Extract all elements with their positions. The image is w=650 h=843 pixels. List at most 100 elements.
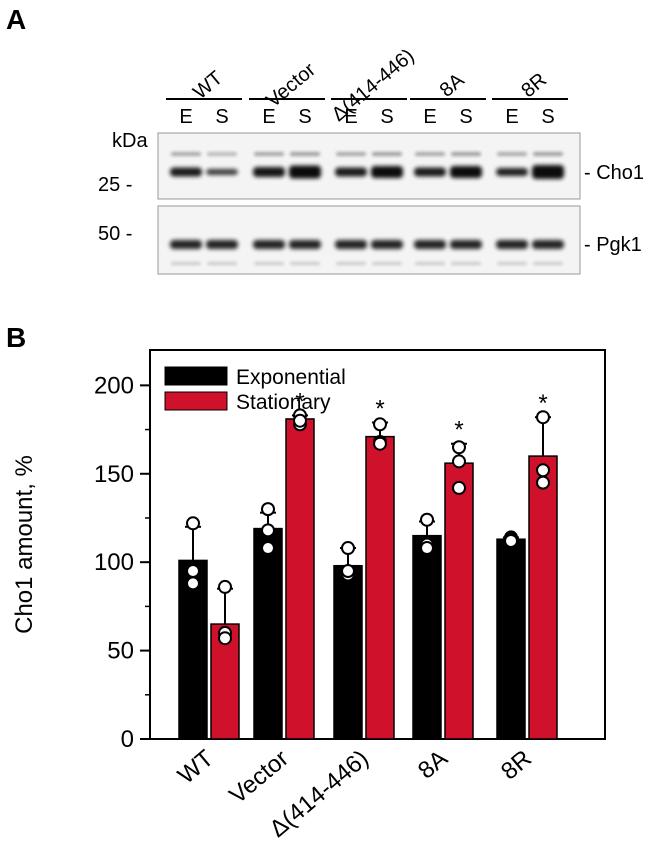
legend-swatch bbox=[164, 391, 228, 411]
pgk1-band bbox=[253, 240, 285, 249]
y-tick-label: 100 bbox=[94, 549, 134, 576]
data-point bbox=[261, 523, 275, 538]
data-point bbox=[341, 564, 355, 579]
bar-exponential bbox=[253, 527, 283, 740]
data-point bbox=[452, 440, 466, 455]
y-tick-label: 150 bbox=[94, 461, 134, 488]
data-point bbox=[504, 533, 518, 548]
cho1-band bbox=[450, 166, 482, 178]
significance-marker: * bbox=[375, 395, 384, 422]
blot-bands bbox=[170, 152, 564, 265]
cho1-upper-band bbox=[451, 152, 481, 156]
cho1-band bbox=[289, 165, 321, 179]
pgk1-band bbox=[450, 240, 482, 249]
lane-label-s: S bbox=[215, 106, 228, 128]
pgk1-lower-band bbox=[415, 262, 445, 265]
x-category-label: WT bbox=[173, 745, 219, 790]
significance-marker: * bbox=[295, 388, 304, 415]
lane-label-e: E bbox=[262, 106, 275, 128]
significance-marker: * bbox=[454, 417, 463, 444]
pgk1-lower-band bbox=[533, 262, 563, 265]
data-point bbox=[536, 475, 550, 490]
marker-50-label: 50 - bbox=[98, 223, 132, 245]
blot-group-label: Vector bbox=[262, 59, 320, 113]
cho1-band bbox=[335, 167, 367, 177]
pgk1-band bbox=[206, 240, 238, 249]
panel-a-label: A bbox=[6, 4, 27, 35]
x-category-label: 8R bbox=[496, 745, 537, 785]
bar-exponential bbox=[412, 534, 442, 740]
pgk1-band bbox=[414, 240, 446, 249]
legend-swatch bbox=[164, 366, 228, 386]
marker-25-label: 25 - bbox=[98, 174, 132, 196]
bars: * * * * bbox=[178, 388, 558, 740]
panel-b-label: B bbox=[6, 322, 27, 353]
cho1-band bbox=[253, 167, 285, 177]
data-point bbox=[261, 502, 275, 517]
bar-exponential bbox=[333, 564, 363, 740]
data-point bbox=[420, 541, 434, 556]
pgk1-band bbox=[335, 240, 367, 249]
cho1-band-label: - Cho1 bbox=[584, 162, 644, 184]
data-point bbox=[536, 410, 550, 425]
pgk1-band-label: - Pgk1 bbox=[584, 234, 642, 256]
blot-group-labels: WT Vector Δ(414-446) 8A 8R bbox=[189, 45, 551, 126]
data-point bbox=[218, 579, 232, 594]
cho1-blot bbox=[157, 132, 581, 200]
significance-marker: * bbox=[538, 390, 547, 417]
legend-label: Exponential bbox=[236, 366, 346, 389]
cho1-upper-band bbox=[372, 152, 402, 156]
lane-label-s: S bbox=[380, 106, 393, 128]
cho1-band bbox=[371, 166, 403, 178]
data-point bbox=[373, 417, 387, 432]
blot-group-label: 8R bbox=[517, 69, 551, 102]
y-tick-label: 0 bbox=[121, 726, 134, 753]
x-category-label: 8A bbox=[413, 745, 453, 785]
cho1-upper-band bbox=[171, 152, 201, 156]
data-point bbox=[186, 516, 200, 531]
lane-label-e: E bbox=[423, 106, 436, 128]
pgk1-lower-band bbox=[171, 262, 201, 265]
bar-stationary bbox=[444, 462, 474, 740]
bar-stationary bbox=[285, 418, 315, 740]
lane-label-e: E bbox=[505, 106, 518, 128]
pgk1-band bbox=[496, 240, 528, 249]
pgk1-lower-band bbox=[254, 262, 284, 265]
y-tick-label: 50 bbox=[107, 638, 134, 665]
cho1-upper-band bbox=[497, 152, 527, 156]
kda-label: kDa bbox=[112, 130, 148, 152]
pgk1-band bbox=[289, 240, 321, 249]
data-point bbox=[373, 436, 387, 451]
cho1-upper-band bbox=[207, 152, 237, 156]
cho1-upper-band bbox=[415, 152, 445, 156]
cho1-upper-band bbox=[254, 152, 284, 156]
pgk1-band bbox=[532, 240, 564, 249]
data-point bbox=[452, 480, 466, 495]
pgk1-lower-band bbox=[207, 262, 237, 265]
pgk1-lower-band bbox=[336, 262, 366, 265]
data-point bbox=[261, 541, 275, 556]
pgk1-lower-band bbox=[290, 262, 320, 265]
pgk1-band bbox=[170, 240, 202, 249]
cho1-band bbox=[532, 165, 564, 179]
legend-label: Stationary bbox=[236, 391, 331, 414]
data-point bbox=[452, 454, 466, 469]
lane-label-s: S bbox=[298, 106, 311, 128]
bar-stationary bbox=[528, 455, 558, 740]
lane-label-e: E bbox=[179, 106, 192, 128]
data-point bbox=[341, 541, 355, 556]
y-axis: 0 50 100 150 200 bbox=[94, 372, 150, 753]
lane-label-s: S bbox=[459, 106, 472, 128]
data-point bbox=[420, 512, 434, 527]
blot-group-label: 8A bbox=[436, 69, 469, 102]
data-point bbox=[536, 463, 550, 478]
lane-label-s: S bbox=[541, 106, 554, 128]
y-axis-label: Cho1 amount, % bbox=[11, 455, 38, 634]
x-category-label: Vector bbox=[224, 745, 293, 809]
data-point bbox=[186, 576, 200, 591]
y-tick-label: 200 bbox=[94, 372, 134, 399]
